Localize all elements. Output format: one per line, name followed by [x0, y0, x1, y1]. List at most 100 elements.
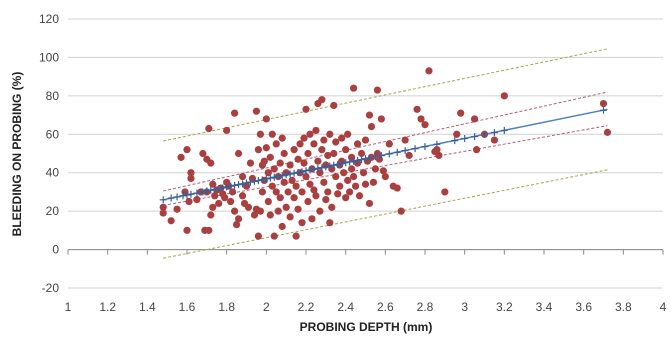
data-point-153 [367, 123, 376, 131]
x-tick-labels: 1 1.2 1.4 1.6 1.8 2 2.2 2.4 2.6 2.8 3 3.2 3.4 3.6 3.8 4 [65, 300, 667, 314]
fitted-marker-45 [350, 157, 358, 165]
fitted-marker-18 [243, 179, 250, 187]
data-point-57 [262, 115, 270, 123]
fitted-marker-10 [211, 185, 219, 193]
fitted-marker-11 [215, 185, 223, 193]
fitted-marker-49 [365, 154, 373, 162]
data-point-51 [256, 130, 264, 138]
fitted-marker-21 [254, 177, 262, 185]
data-point-97 [304, 197, 312, 206]
data-point-105 [312, 126, 320, 135]
fitted-marker-44 [346, 158, 354, 166]
data-point-59 [264, 169, 272, 177]
fitted-marker-1 [167, 194, 175, 202]
y-tick-label-2: 20 [46, 204, 60, 218]
fitted-marker-29 [286, 170, 294, 178]
y-tick-labels: -20 0 20 40 60 80 100 120 [39, 12, 59, 295]
data-point-58 [262, 144, 270, 152]
data-point-117 [324, 151, 332, 160]
data-point-108 [314, 157, 322, 165]
fitted-marker-14 [227, 182, 235, 190]
x-tick-label-5: 2 [263, 300, 270, 314]
data-point-43 [244, 203, 253, 211]
data-point-125 [332, 172, 340, 181]
fitted-marker-5 [187, 190, 195, 198]
data-point-129 [336, 182, 344, 190]
x-axis-title: PROBING DEPTH (mm) [300, 320, 433, 334]
data-point-38 [234, 215, 243, 223]
data-point-9 [187, 174, 195, 183]
data-point-130 [338, 134, 346, 142]
data-point-100 [306, 180, 314, 188]
fitted-marker-47 [358, 156, 366, 164]
fitted-marker-25 [270, 173, 278, 181]
data-point-179 [470, 115, 479, 123]
fitted-marker-46 [354, 156, 362, 164]
data-point-106 [312, 192, 320, 200]
data-point-161 [379, 167, 387, 175]
data-point-134 [342, 194, 350, 202]
data-point-98 [304, 149, 312, 158]
fitted-marker-55 [411, 145, 419, 153]
fitted-marker-63 [500, 126, 508, 134]
data-point-20 [207, 211, 215, 219]
data-point-34 [231, 207, 239, 215]
data-point-21 [209, 203, 217, 211]
y-tick-label-3: 40 [46, 166, 60, 180]
data-point-0 [159, 203, 167, 211]
data-point-165 [393, 184, 401, 192]
data-point-177 [453, 130, 461, 138]
data-point-40 [238, 172, 247, 181]
data-point-2 [167, 217, 175, 225]
data-point-169 [413, 105, 421, 113]
x-tick-label-1: 1.2 [99, 300, 116, 314]
fitted-marker-61 [481, 130, 488, 138]
data-point-89 [296, 140, 304, 148]
data-point-166 [397, 207, 405, 215]
fitted-marker-50 [371, 153, 379, 161]
data-point-95 [302, 105, 310, 113]
x-axis [67, 249, 664, 255]
data-point-140 [350, 84, 358, 92]
confidence-band-lower [163, 125, 608, 206]
data-point-13 [199, 149, 207, 158]
data-point-120 [326, 219, 334, 227]
data-point-78 [282, 203, 290, 211]
data-point-156 [371, 165, 380, 173]
data-point-67 [272, 140, 280, 148]
fitted-marker-22 [258, 176, 266, 184]
data-point-141 [350, 172, 358, 181]
data-point-183 [500, 92, 508, 100]
fitted-marker-15 [231, 181, 239, 189]
x-tick-label-7: 2.4 [337, 300, 354, 314]
fitted-marker-28 [282, 171, 290, 179]
data-point-111 [318, 96, 326, 104]
x-tick-label-8: 2.6 [377, 300, 394, 314]
data-point-118 [324, 188, 332, 196]
data-point-176 [441, 188, 449, 196]
fitted-marker-54 [401, 147, 409, 155]
confidence-band-upper [163, 91, 608, 192]
fitted-marker-62 [490, 129, 498, 137]
data-point-10 [183, 226, 191, 234]
data-point-151 [365, 111, 374, 119]
data-point-54 [258, 188, 266, 196]
y-tick-label-0: -20 [42, 281, 60, 295]
data-point-145 [355, 192, 364, 200]
data-point-46 [250, 211, 259, 219]
data-point-185 [603, 128, 612, 136]
data-point-65 [270, 232, 278, 240]
data-point-1 [159, 209, 167, 217]
data-point-112 [318, 146, 326, 154]
data-point-87 [294, 155, 302, 163]
x-tick-label-6: 2.2 [298, 300, 315, 314]
fitted-marker-56 [421, 143, 429, 151]
fitted-marker-64 [600, 106, 607, 114]
data-point-81 [286, 213, 294, 221]
data-point-86 [292, 182, 300, 190]
data-point-139 [348, 165, 356, 173]
y-tick-label-4: 60 [46, 127, 60, 141]
fitted-marker-0 [159, 196, 167, 204]
fitted-marker-41 [334, 160, 342, 168]
